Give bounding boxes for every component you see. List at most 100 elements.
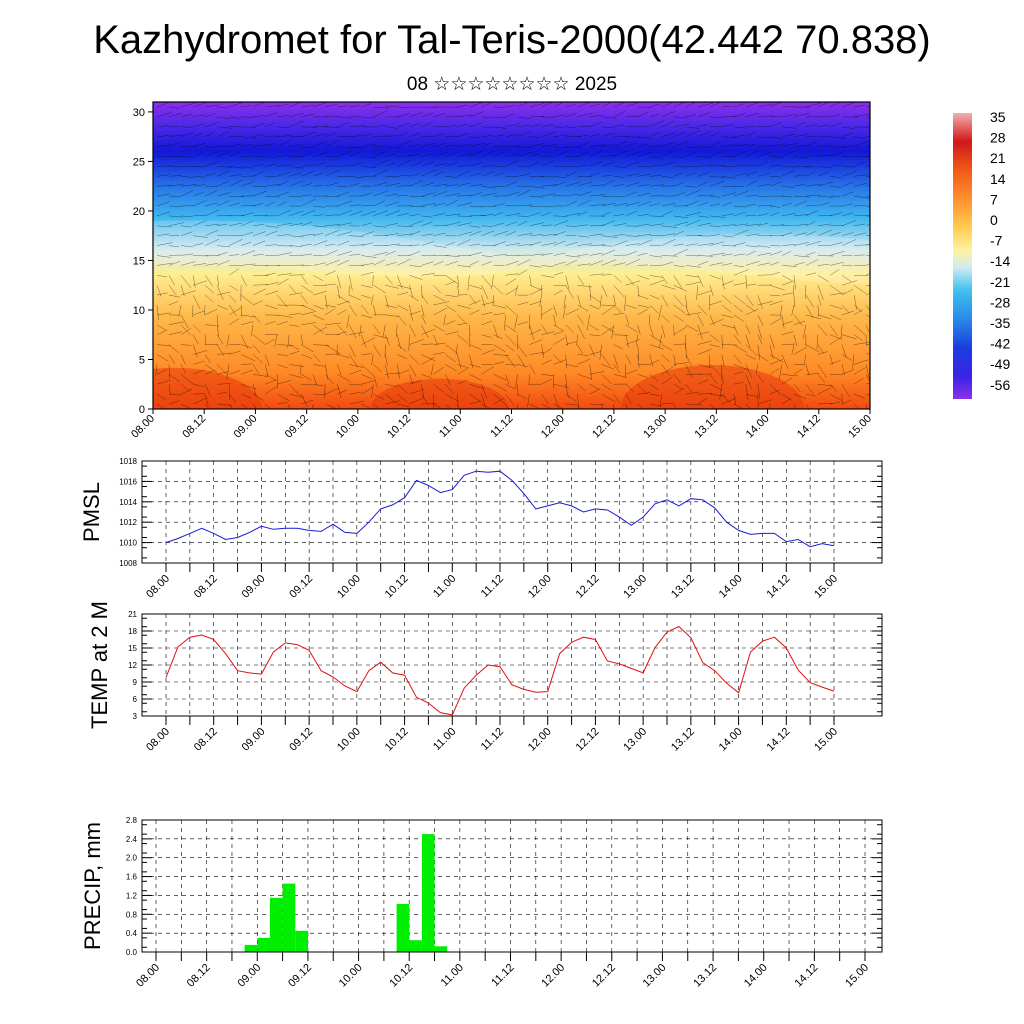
wind-barb <box>601 102 612 108</box>
wind-barb <box>325 214 339 217</box>
wind-barb <box>156 304 159 320</box>
wind-barb <box>685 281 702 286</box>
wind-barb <box>433 151 448 157</box>
wind-barb <box>361 156 378 159</box>
wind-barb <box>733 265 744 268</box>
wind-barb <box>553 304 558 316</box>
x-tick-label: 10.12 <box>383 726 411 754</box>
wind-barb <box>541 308 553 316</box>
wind-barb <box>805 221 816 227</box>
colorbar-label: 35 <box>990 109 1006 125</box>
wind-barb <box>685 185 697 188</box>
wind-barb <box>781 126 797 129</box>
wind-barb <box>589 364 593 381</box>
wind-barb <box>697 314 704 327</box>
wind-barb <box>539 295 542 307</box>
wind-barb <box>229 116 241 119</box>
x-tick-label: 12.12 <box>590 962 618 990</box>
wind-barb <box>337 324 348 336</box>
wind-barb <box>517 259 531 266</box>
wind-barb <box>781 203 792 207</box>
wind-barb <box>265 320 276 326</box>
wind-barb <box>385 146 401 149</box>
wind-barb <box>529 153 541 157</box>
wind-barb <box>601 364 614 370</box>
wind-barb <box>205 160 220 167</box>
wind-barb <box>193 393 205 395</box>
wind-barb <box>481 192 497 197</box>
wind-barb <box>661 238 676 246</box>
wind-barb <box>156 354 169 362</box>
wind-barb <box>469 261 479 266</box>
wind-barb <box>673 248 689 256</box>
wind-barb <box>457 231 473 236</box>
wind-barb <box>313 275 324 281</box>
wind-barb <box>673 383 683 390</box>
wind-barb <box>493 116 507 119</box>
wind-barb <box>156 329 168 335</box>
wind-barb <box>313 383 325 387</box>
wind-barb <box>733 205 747 208</box>
wind-barb <box>661 141 676 147</box>
wind-barb <box>313 324 324 334</box>
wind-barb <box>229 350 241 355</box>
wind-barb <box>721 324 736 329</box>
wind-barb <box>721 393 731 404</box>
wind-barb <box>156 368 168 375</box>
wind-barb <box>385 105 398 108</box>
wind-barb <box>625 354 632 365</box>
wind-barb <box>361 116 376 119</box>
wind-barb <box>192 294 201 310</box>
wind-barb <box>493 313 506 316</box>
colorbar-label: 0 <box>990 212 998 228</box>
x-tick-label: 14.00 <box>744 413 772 441</box>
wind-barb <box>853 342 870 345</box>
wind-barb <box>601 393 616 403</box>
wind-barb <box>589 324 599 331</box>
wind-barb <box>204 394 209 405</box>
wind-barb <box>829 250 845 256</box>
wind-barb <box>180 314 189 329</box>
wind-barb <box>493 383 508 392</box>
wind-barb <box>445 213 461 217</box>
wind-barb <box>625 280 641 286</box>
wind-barb <box>625 304 637 309</box>
wind-barb <box>433 285 441 294</box>
wind-barb <box>241 321 254 326</box>
wind-barb <box>541 144 558 147</box>
wind-barb <box>481 394 487 409</box>
wind-barb <box>349 210 363 217</box>
wind-barb <box>781 275 792 281</box>
wind-barb <box>625 142 637 147</box>
wind-barb <box>625 369 638 375</box>
wind-barb <box>793 384 801 393</box>
wind-barb <box>372 275 374 286</box>
wind-barb <box>673 362 689 365</box>
wind-barb <box>481 116 493 118</box>
wind-barb <box>373 259 386 266</box>
wind-barb <box>301 152 312 157</box>
wind-barb <box>301 304 315 311</box>
wind-barb <box>745 354 756 360</box>
colorbar-label: -49 <box>990 356 1010 372</box>
y-tick-label: 15 <box>133 255 145 267</box>
wind-barb <box>457 275 460 288</box>
wind-barb <box>301 194 312 197</box>
wind-barb <box>505 260 519 266</box>
wind-barb <box>515 374 518 390</box>
wind-barb <box>469 364 481 368</box>
wind-barb <box>241 383 257 390</box>
precip-grid <box>142 819 882 953</box>
wind-barb <box>661 365 676 375</box>
wind-barb <box>781 224 794 227</box>
wind-barb <box>673 326 687 335</box>
wind-barb <box>313 314 325 321</box>
wind-barb <box>601 354 611 367</box>
wind-barb <box>673 294 684 307</box>
wind-barb <box>673 343 687 345</box>
wind-barb <box>529 143 546 147</box>
wind-barb <box>265 374 277 381</box>
wind-barb <box>421 393 429 406</box>
wind-barb <box>673 181 685 187</box>
x-tick-label: 09.12 <box>283 413 311 441</box>
